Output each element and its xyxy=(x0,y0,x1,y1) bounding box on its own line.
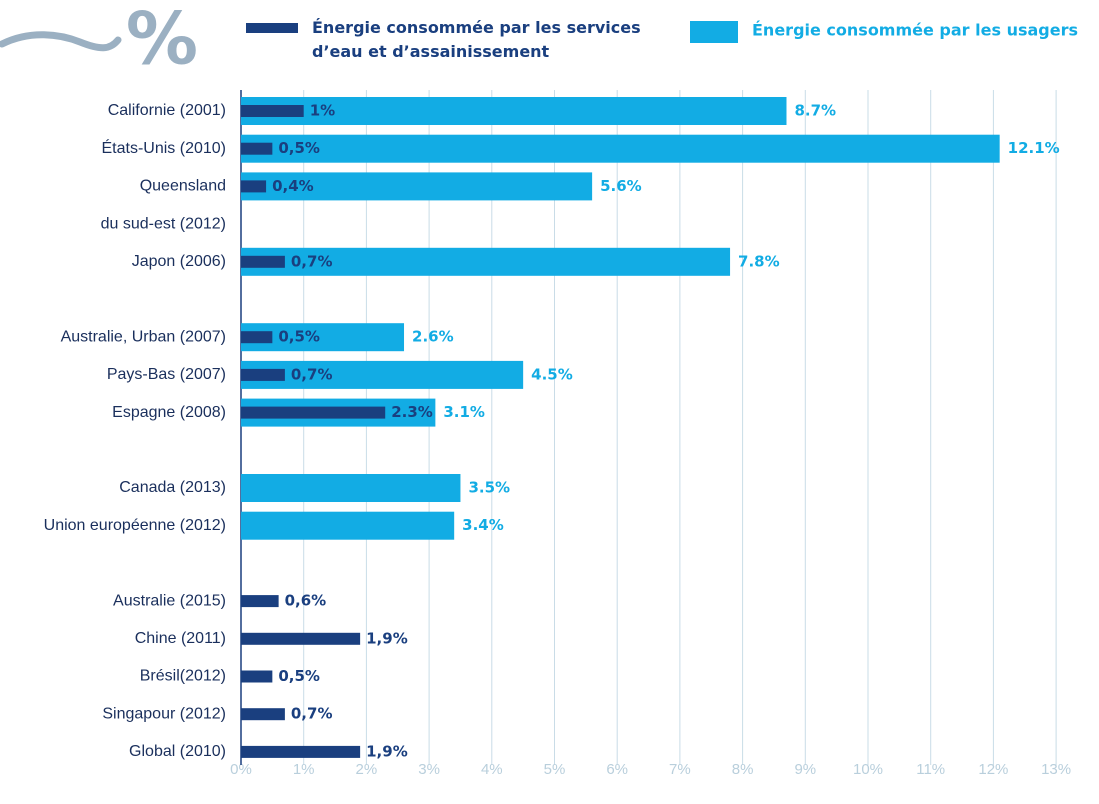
x-tick-label: 5% xyxy=(544,761,566,778)
value-label: 0,5% xyxy=(278,139,320,157)
x-tick-label: 1% xyxy=(293,761,315,778)
x-tick-label: 3% xyxy=(418,761,440,778)
x-tick-label: 11% xyxy=(916,761,945,778)
x-tick-label: 12% xyxy=(978,761,1008,778)
x-tick-label: 0% xyxy=(230,761,252,778)
value-label: 5.6% xyxy=(600,177,642,195)
bar xyxy=(241,360,524,389)
x-tick-label: 8% xyxy=(732,761,754,778)
legend-swatch xyxy=(246,23,298,33)
x-tick-label: 2% xyxy=(356,761,378,778)
y-tick-label: Japon (2006) xyxy=(132,253,226,270)
value-label: 3.4% xyxy=(462,516,504,534)
y-tick-label: Global (2010) xyxy=(129,743,226,760)
value-label: 1,9% xyxy=(366,742,408,760)
bar xyxy=(241,745,361,758)
y-tick-label: Chine (2011) xyxy=(135,630,226,647)
bar xyxy=(241,142,273,155)
y-tick-label: Espagne (2008) xyxy=(112,404,226,421)
value-label: 0,7% xyxy=(291,252,333,270)
bar xyxy=(241,331,273,344)
bar xyxy=(241,406,386,419)
value-label: 1,9% xyxy=(366,629,408,647)
value-label: 1% xyxy=(310,102,335,120)
y-tick-label: Queensland du sud-est (2012) xyxy=(101,178,226,233)
bar xyxy=(241,595,279,608)
value-label: 8.7% xyxy=(794,102,836,120)
value-label: 0,5% xyxy=(278,328,320,346)
bar xyxy=(241,670,273,683)
value-label: 12.1% xyxy=(1008,139,1060,157)
y-tick-label: Singapour (2012) xyxy=(102,705,226,722)
bar xyxy=(241,632,361,645)
bar xyxy=(241,180,267,193)
legend-label: Énergie consommée par les usagers xyxy=(752,21,1078,40)
x-tick-label: 6% xyxy=(606,761,628,778)
y-tick-label: Californie (2001) xyxy=(108,102,226,119)
bar xyxy=(241,97,787,125)
value-label: 2.6% xyxy=(412,328,454,346)
bar xyxy=(241,368,285,381)
x-tick-label: 13% xyxy=(1041,761,1071,778)
bar xyxy=(241,134,1000,163)
x-tick-label: 9% xyxy=(794,761,816,778)
x-tick-label: 7% xyxy=(669,761,691,778)
value-label: 0,5% xyxy=(278,667,320,685)
legend-swatch xyxy=(690,21,738,43)
x-tick-label: 10% xyxy=(853,761,883,778)
y-tick-label: Australie, Urban (2007) xyxy=(61,328,226,345)
value-label: 4.5% xyxy=(531,365,573,383)
y-tick-label: Canada (2013) xyxy=(119,479,226,496)
value-label: 3.5% xyxy=(468,479,510,497)
value-label: 3.1% xyxy=(443,403,485,421)
y-tick-label: Pays-Bas (2007) xyxy=(107,366,226,383)
value-label: 7.8% xyxy=(738,252,780,270)
bar xyxy=(241,708,285,721)
value-label: 0,6% xyxy=(285,592,327,610)
value-label: 0,7% xyxy=(291,705,333,723)
bar xyxy=(241,511,455,540)
value-label: 0,7% xyxy=(291,365,333,383)
bar xyxy=(241,474,461,502)
decoration xyxy=(0,31,122,52)
y-tick-label: Brésil(2012) xyxy=(140,668,226,685)
x-tick-label: 4% xyxy=(481,761,503,778)
y-tick-label: Union européenne (2012) xyxy=(44,517,226,534)
unit-symbol: % xyxy=(126,0,198,81)
bar xyxy=(241,105,304,117)
legend-label: Énergie consommée par les services d’eau … xyxy=(312,18,641,61)
value-label: 0,4% xyxy=(272,177,314,195)
bar xyxy=(241,247,731,276)
y-tick-label: Australie (2015) xyxy=(113,592,226,609)
bar xyxy=(241,255,285,268)
y-tick-label: États-Unis (2010) xyxy=(102,138,227,157)
value-label: 2.3% xyxy=(391,403,433,421)
bar xyxy=(241,172,593,201)
